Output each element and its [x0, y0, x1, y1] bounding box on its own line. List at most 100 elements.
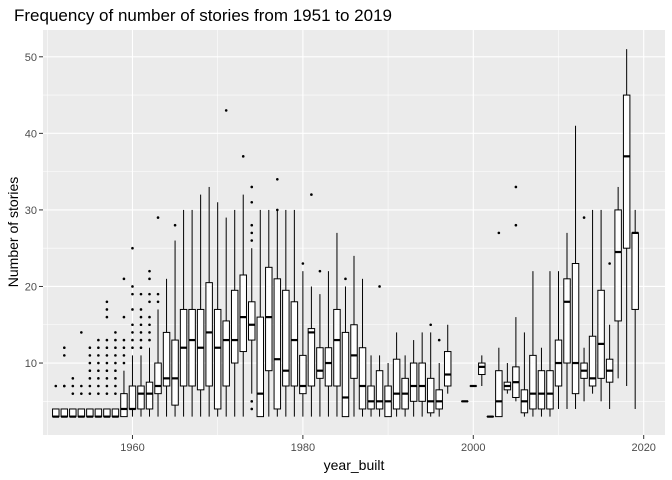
outlier-point — [148, 269, 151, 273]
outlier-point — [114, 377, 117, 380]
box-year-1966 — [179, 209, 188, 417]
outlier-point — [497, 231, 501, 235]
y-axis: 10 20 30 40 50 — [25, 52, 43, 370]
box-year-1960 — [128, 246, 137, 417]
outlier-point — [139, 323, 143, 327]
box-iqr — [128, 385, 137, 410]
outlier-point — [71, 384, 75, 388]
outlier-point — [139, 346, 143, 350]
box-iqr — [563, 278, 571, 364]
outlier-point — [582, 216, 586, 219]
outlier-point — [241, 155, 245, 158]
box-iqr — [94, 408, 103, 418]
outlier-point — [148, 338, 151, 342]
outlier-point — [97, 392, 100, 395]
outlier-point — [114, 369, 117, 372]
box-iqr — [273, 278, 282, 410]
y-tick-label: 10 — [25, 358, 37, 370]
box-year-1997 — [443, 324, 452, 394]
outlier-point — [318, 269, 322, 273]
outlier-point — [437, 338, 441, 342]
box-year-2015 — [597, 209, 605, 402]
outlier-point — [71, 392, 75, 395]
outlier-point — [250, 185, 254, 189]
outlier-point — [276, 208, 279, 212]
box-iqr — [614, 209, 622, 322]
box-year-1959 — [120, 277, 128, 418]
outlier-point — [105, 308, 109, 311]
outlier-point — [156, 300, 160, 304]
outlier-point — [148, 300, 151, 304]
box-iqr — [546, 370, 554, 410]
box-year-1993 — [409, 340, 418, 417]
box-iqr — [111, 408, 120, 418]
box-iqr — [588, 335, 597, 387]
outlier-point — [250, 407, 254, 411]
box-year-2010 — [554, 271, 563, 409]
box-iqr — [358, 347, 367, 410]
outlier-point — [429, 323, 432, 327]
box-iqr — [52, 408, 60, 418]
outlier-point — [88, 392, 92, 395]
outlier-point — [105, 369, 109, 372]
box-iqr — [213, 308, 222, 410]
box-iqr — [597, 289, 605, 379]
box-year-1973 — [239, 155, 247, 417]
box-iqr — [622, 94, 631, 249]
box-year-2001 — [478, 355, 486, 387]
outlier-point — [105, 377, 109, 380]
box-year-2016 — [605, 262, 614, 409]
box-year-1964 — [162, 278, 171, 417]
y-tick-label: 30 — [25, 205, 37, 217]
box-year-1968 — [196, 194, 205, 417]
box-iqr — [307, 328, 316, 387]
box-year-1976 — [265, 209, 273, 417]
outlier-point — [97, 384, 100, 388]
box-year-1975 — [256, 209, 265, 418]
box-iqr — [316, 347, 324, 379]
box-year-2019 — [631, 209, 639, 409]
box-year-1979 — [290, 209, 299, 417]
outlier-point — [131, 246, 134, 250]
outlier-point — [514, 223, 518, 227]
outlier-point — [139, 308, 143, 311]
outlier-point — [88, 369, 92, 372]
box-iqr — [248, 301, 256, 341]
outlier-point — [224, 109, 228, 112]
outlier-point — [514, 185, 518, 189]
y-axis-title: Number of stories — [5, 177, 21, 287]
box-iqr — [162, 331, 171, 387]
box-iqr — [409, 362, 418, 402]
x-tick-label: 1960 — [120, 442, 144, 454]
outlier-point — [88, 361, 92, 365]
outlier-point — [250, 400, 254, 403]
outlier-point — [80, 384, 83, 388]
box-year-1971 — [222, 109, 230, 417]
box-iqr — [154, 362, 162, 395]
box-year-1961 — [137, 292, 145, 417]
box-year-2014 — [588, 209, 597, 394]
outlier-point — [250, 239, 254, 242]
box-iqr — [341, 331, 350, 418]
box-iqr — [367, 385, 375, 410]
box-iqr — [265, 266, 273, 372]
box-iqr — [60, 408, 69, 418]
box-year-1981 — [307, 193, 316, 417]
outlier-point — [608, 262, 611, 265]
box-year-2005 — [512, 185, 520, 402]
outlier-point — [131, 346, 134, 350]
box-iqr — [171, 339, 179, 406]
box-year-1962 — [145, 269, 154, 417]
outlier-point — [97, 361, 100, 365]
box-iqr — [196, 308, 205, 391]
box-year-1989 — [375, 285, 384, 417]
outlier-point — [173, 223, 177, 227]
outlier-point — [80, 331, 83, 334]
outlier-point — [122, 338, 126, 342]
box-iqr — [495, 370, 503, 418]
box-iqr — [418, 362, 426, 402]
outlier-point — [139, 292, 143, 296]
box-year-2008 — [537, 347, 546, 417]
outlier-point — [131, 308, 134, 311]
